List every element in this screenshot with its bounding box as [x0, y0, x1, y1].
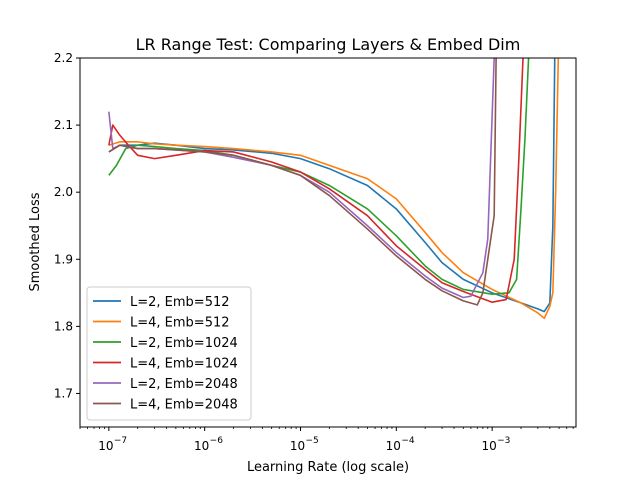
y-axis: 1.7 1.8 1.9 2.0 2.1 2.2 — [54, 51, 80, 400]
x-tick-exponent: −7 — [114, 436, 127, 446]
series-line-3 — [108, 58, 530, 295]
x-tick-label: 10 — [98, 439, 113, 453]
x-tick-label: 10 — [482, 439, 497, 453]
y-axis-label: Smoothed Loss — [28, 192, 43, 291]
legend-label: L=4, Emb=2048 — [130, 398, 238, 413]
x-axis-label: Learning Rate (log scale) — [247, 460, 409, 475]
legend-box — [86, 286, 252, 421]
x-tick-label: 10 — [290, 439, 305, 453]
series-line-4 — [108, 58, 524, 304]
chart-title: LR Range Test: Comparing Layers & Embed … — [136, 35, 521, 54]
y-tick-label: 1.8 — [54, 319, 73, 333]
y-tick-label: 1.9 — [54, 252, 73, 266]
x-tick-exponent: −4 — [401, 436, 415, 446]
y-tick-label: 2.1 — [54, 118, 73, 132]
legend-label: L=4, Emb=1024 — [130, 357, 238, 372]
legend-label: L=4, Emb=512 — [130, 316, 230, 331]
legend-label: L=2, Emb=1024 — [130, 336, 238, 351]
y-tick-label: 1.7 — [54, 386, 73, 400]
x-tick-exponent: −3 — [497, 436, 510, 446]
plot-area — [108, 58, 560, 320]
series-line-1 — [108, 58, 556, 313]
series-line-2 — [108, 58, 560, 320]
plot-frame — [79, 57, 577, 428]
y-tick-label: 2.0 — [54, 185, 73, 199]
x-tick-label: 10 — [194, 439, 209, 453]
legend-label: L=2, Emb=2048 — [130, 377, 238, 392]
x-tick-exponent: −6 — [210, 436, 224, 446]
x-tick-exponent: −5 — [305, 436, 318, 446]
x-tick-label: 10 — [386, 439, 401, 453]
series-line-5 — [108, 58, 495, 299]
legend-label: L=2, Emb=512 — [130, 295, 230, 310]
x-axis: 10 −7 10 −6 10 −5 10 −4 10 −3 — [79, 427, 574, 453]
y-tick-label: 2.2 — [54, 51, 73, 65]
legend: L=2, Emb=512 L=4, Emb=512 L=2, Emb=1024 L=4… — [86, 286, 252, 421]
series-line-6 — [108, 58, 497, 306]
